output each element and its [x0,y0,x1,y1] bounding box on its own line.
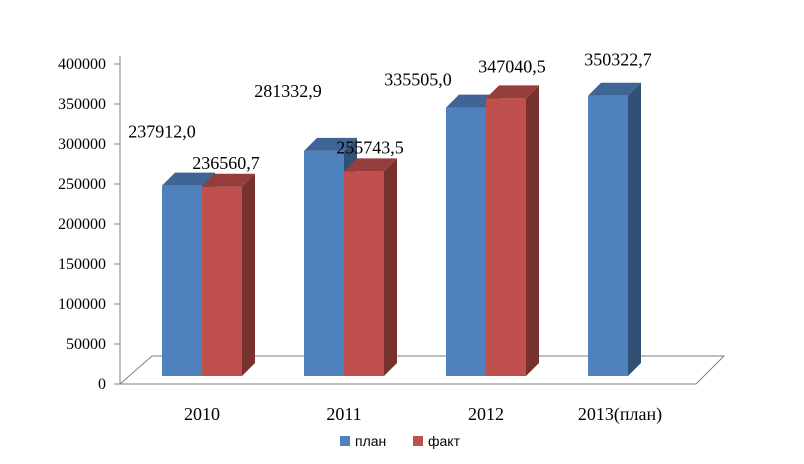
legend-swatch [340,436,350,446]
data-label: 236560,7 [192,153,260,173]
bar-top-план-2013(план) [588,82,641,96]
data-label: 335505,0 [384,70,452,90]
x-tick-label: 2012 [468,404,504,424]
bar-side-факт-2010 [242,173,255,376]
chart-floor [118,355,726,385]
y-tick-label: 150000 [58,256,106,273]
bar-факт-2011 [344,171,384,376]
bars [162,82,641,377]
bar-top-план-2011 [304,137,357,151]
bar-top-факт-2012 [486,85,539,99]
bar-top-факт-2011 [344,158,397,172]
legend-item-план: план [340,433,386,449]
y-tick-label: 400000 [58,56,106,73]
x-tick-label: 2013(план) [578,404,662,425]
bar-side-факт-2012 [526,85,539,376]
legend-label: план [355,433,386,449]
x-tick-label: 2010 [184,404,220,424]
legend-swatch [413,436,423,446]
data-label: 347040,5 [478,56,546,76]
y-tick-label: 350000 [58,96,106,113]
bar-top-план-2012 [446,94,499,108]
value-axis: 0 50000 100000 150000 200000 250000 300000 3500… [58,56,121,393]
data-labels: 237912,0 236560,7 281332,9 255743,5 335505,0… [128,50,652,173]
legend-item-факт: факт [413,433,461,449]
bar-план-2012 [446,107,486,376]
legend-label: факт [428,433,461,449]
data-label: 255743,5 [336,137,404,157]
y-tick-label: 100000 [58,296,106,313]
x-tick-label: 2011 [326,404,361,424]
bar-факт-2010 [202,186,242,376]
bar-side-факт-2011 [384,158,397,376]
y-tick-label: 250000 [58,176,106,193]
floor-plane [118,355,726,385]
y-tick-label: 300000 [58,136,106,153]
bar-факт-2012 [486,98,526,376]
bar-top-план-2010 [162,172,215,186]
bar-top-факт-2010 [202,173,255,187]
category-axis: 2010 2011 2012 2013(план) [184,404,662,425]
bar-план-2011 [304,150,344,376]
legend: план факт [340,433,461,449]
y-tick-label: 50000 [66,336,106,353]
bar-side-план-2013(план) [628,82,641,377]
y-tick-label: 0 [98,376,106,393]
bar-план-2013(план) [588,95,628,377]
y-tick-label: 200000 [58,216,106,233]
data-label: 281332,9 [254,81,322,101]
data-label: 237912,0 [128,122,196,142]
data-label: 350322,7 [584,50,652,70]
bar-план-2010 [162,185,202,376]
